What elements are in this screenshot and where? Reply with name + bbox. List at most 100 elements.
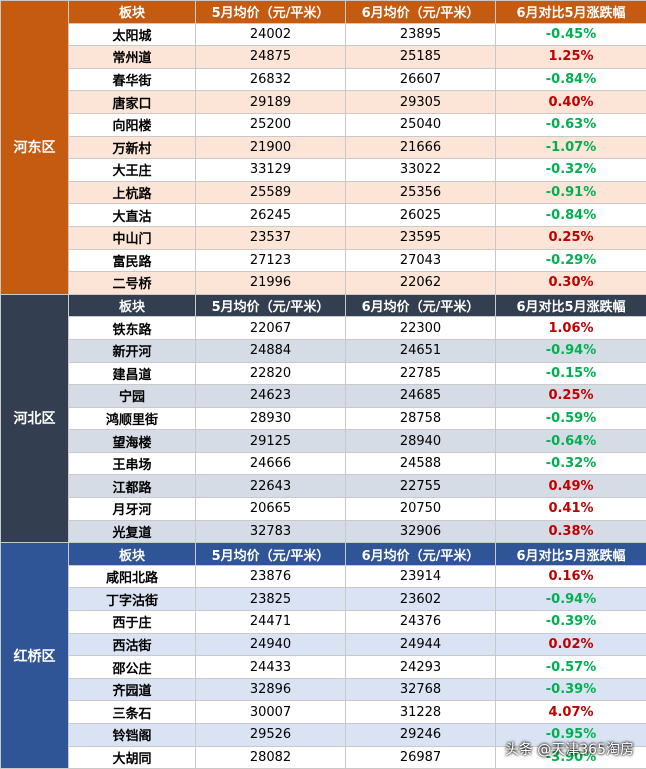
price-cell: 32896 bbox=[195, 677, 346, 702]
data-row: 江都路 22643 22755 0.49% bbox=[0, 474, 646, 499]
data-row: 中山门 23537 23595 0.25% bbox=[0, 225, 646, 250]
price-cell: 26245 bbox=[195, 203, 346, 227]
data-row: 王串场 24666 24588 -0.32% bbox=[1, 451, 646, 476]
price-cell: 29305 bbox=[345, 90, 496, 114]
data-row: 建昌道 22820 22785 -0.15% bbox=[1, 361, 646, 386]
price-cell: 32768 bbox=[345, 677, 496, 702]
header-cell: 6月对比5月涨跌幅 bbox=[495, 0, 646, 24]
price-cell: 24685 bbox=[345, 384, 496, 408]
header-row: 河北区 板块 5月均价（元/平米） 6月均价（元/平米） 6月对比5月涨跌幅 bbox=[0, 293, 646, 544]
data-row: 西沽街 24940 24944 0.02% bbox=[0, 632, 646, 657]
data-row: 大王庄 33129 33022 -0.32% bbox=[1, 158, 646, 182]
data-row: 鸿顺里街 28930 28758 -0.59% bbox=[1, 406, 646, 431]
price-cell: 23602 bbox=[345, 587, 496, 612]
price-cell: 30007 bbox=[195, 700, 346, 724]
data-row: 向阳楼 25200 25040 -0.63% bbox=[1, 112, 646, 137]
price-cell: 24002 bbox=[195, 22, 346, 47]
data-row: 太阳城 24002 23895 -0.45% bbox=[1, 22, 646, 47]
data-row: 春华街 26832 26607 -0.84% bbox=[1, 67, 646, 92]
change-cell: 1.25% bbox=[495, 45, 646, 69]
change-cell: -0.57% bbox=[495, 655, 646, 679]
header-cell: 6月均价（元/平米） bbox=[345, 293, 496, 318]
price-cell: 26987 bbox=[345, 745, 496, 769]
area-name: 万新村 bbox=[68, 135, 196, 160]
price-cell: 25185 bbox=[345, 45, 496, 69]
change-cell: 0.16% bbox=[495, 564, 646, 589]
area-name: 二号桥 bbox=[68, 271, 196, 295]
price-cell: 23914 bbox=[345, 564, 496, 589]
area-name: 西沽街 bbox=[68, 632, 196, 657]
price-cell: 33129 bbox=[195, 158, 346, 182]
area-name: 唐家口 bbox=[68, 90, 196, 114]
change-cell: 0.25% bbox=[495, 225, 646, 250]
change-cell: 0.41% bbox=[495, 497, 646, 521]
header-cell: 5月均价（元/平米） bbox=[195, 0, 346, 24]
price-cell: 25040 bbox=[345, 112, 496, 137]
price-cell: 22820 bbox=[195, 361, 346, 386]
change-cell: -0.32% bbox=[495, 451, 646, 476]
price-cell: 28758 bbox=[345, 406, 496, 431]
header-cell: 5月均价（元/平米） bbox=[195, 542, 346, 566]
data-row: 万新村 21900 21666 -1.07% bbox=[0, 135, 646, 160]
price-cell: 21996 bbox=[195, 271, 346, 295]
price-cell: 33022 bbox=[345, 158, 496, 182]
area-name: 月牙河 bbox=[68, 497, 196, 521]
area-name: 丁字沽街 bbox=[68, 587, 196, 612]
change-cell: 0.40% bbox=[495, 90, 646, 114]
price-cell: 24940 bbox=[195, 632, 346, 657]
area-name: 咸阳北路 bbox=[68, 564, 196, 589]
data-row: 上杭路 25589 25356 -0.91% bbox=[0, 180, 646, 205]
price-cell: 25356 bbox=[345, 180, 496, 205]
price-cell: 22062 bbox=[345, 271, 496, 295]
area-name: 西于庄 bbox=[68, 610, 196, 634]
area-name: 光复道 bbox=[68, 519, 196, 544]
data-row: 咸阳北路 23876 23914 0.16% bbox=[1, 564, 646, 589]
price-cell: 28930 bbox=[195, 406, 346, 431]
area-name: 邵公庄 bbox=[68, 655, 196, 679]
price-cell: 22785 bbox=[345, 361, 496, 386]
price-cell: 24433 bbox=[195, 655, 346, 679]
price-cell: 24666 bbox=[195, 451, 346, 476]
change-cell: -0.59% bbox=[495, 406, 646, 431]
price-cell: 26607 bbox=[345, 67, 496, 92]
price-cell: 28082 bbox=[195, 745, 346, 769]
data-row: 齐园道 32896 32768 -0.39% bbox=[0, 677, 646, 702]
price-cell: 26832 bbox=[195, 67, 346, 92]
change-cell: -0.84% bbox=[495, 203, 646, 227]
header-cell: 6月对比5月涨跌幅 bbox=[495, 542, 646, 566]
price-cell: 23876 bbox=[195, 564, 346, 589]
area-name: 中山门 bbox=[68, 225, 196, 250]
header-cell: 6月均价（元/平米） bbox=[345, 542, 496, 566]
change-cell: -0.45% bbox=[495, 22, 646, 47]
price-cell: 24293 bbox=[345, 655, 496, 679]
header-row: 红桥区 板块 5月均价（元/平米） 6月均价（元/平米） 6月对比5月涨跌幅 bbox=[0, 542, 646, 769]
change-cell: -3.90% bbox=[495, 745, 646, 769]
change-cell: -0.94% bbox=[495, 338, 646, 363]
price-cell: 21900 bbox=[195, 135, 346, 160]
header-cell: 5月均价（元/平米） bbox=[195, 293, 346, 318]
change-cell: 0.38% bbox=[495, 519, 646, 544]
change-cell: -0.15% bbox=[495, 361, 646, 386]
price-cell: 20665 bbox=[195, 497, 346, 521]
change-cell: -0.64% bbox=[495, 429, 646, 453]
change-cell: 0.49% bbox=[495, 474, 646, 499]
change-cell: -0.32% bbox=[495, 158, 646, 182]
header-cell: 6月均价（元/平米） bbox=[345, 0, 496, 24]
price-cell: 24884 bbox=[195, 338, 346, 363]
price-cell: 24875 bbox=[195, 45, 346, 69]
area-name: 齐园道 bbox=[68, 677, 196, 702]
change-cell: 0.02% bbox=[495, 632, 646, 657]
price-cell: 22067 bbox=[195, 316, 346, 340]
price-cell: 25589 bbox=[195, 180, 346, 205]
change-cell: -0.94% bbox=[495, 587, 646, 612]
price-cell: 26025 bbox=[345, 203, 496, 227]
data-row: 三条石 30007 31228 4.07% bbox=[1, 700, 646, 724]
change-cell: -1.07% bbox=[495, 135, 646, 160]
price-cell: 29526 bbox=[195, 723, 346, 747]
price-cell: 23537 bbox=[195, 225, 346, 250]
district-label: 河东区 bbox=[0, 0, 69, 295]
data-row: 新开河 24884 24651 -0.94% bbox=[0, 338, 646, 363]
change-cell: 0.25% bbox=[495, 384, 646, 408]
area-name: 新开河 bbox=[68, 338, 196, 363]
